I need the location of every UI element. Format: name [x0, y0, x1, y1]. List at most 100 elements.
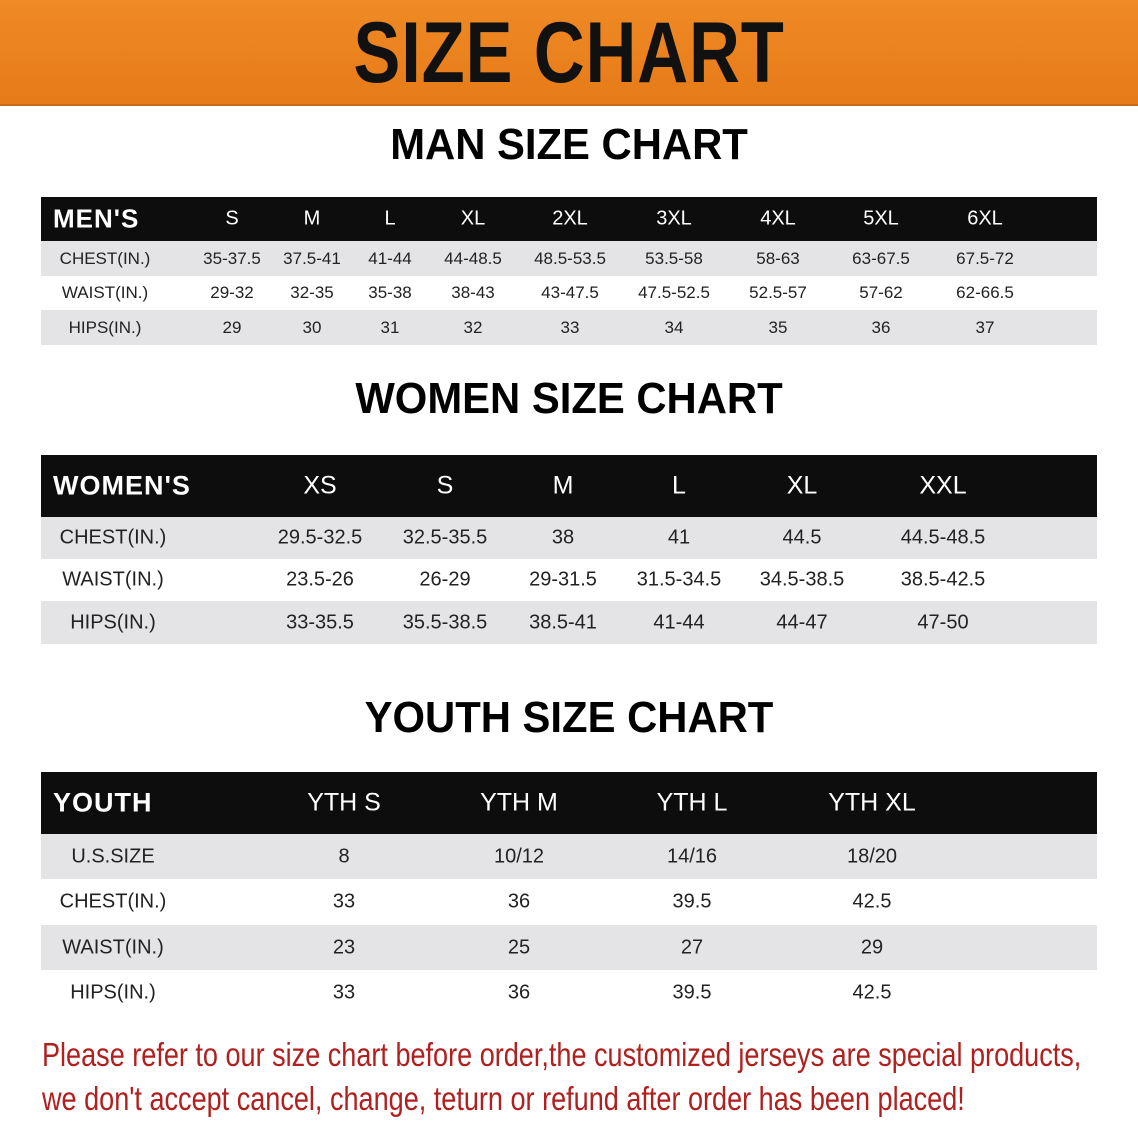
table-row: WAIST(IN.) 29-32 32-35 35-38 38-43 43-47.5 47.…	[41, 276, 1097, 310]
table-cell: 44.5	[782, 526, 822, 549]
table-cell: 44.5-48.5	[900, 526, 986, 549]
table-cell: 36	[507, 890, 531, 913]
table-cell: 39.5	[672, 890, 712, 913]
table-row: CHEST(IN.) 33 36 39.5 42.5	[41, 879, 1097, 925]
size-header: M	[303, 207, 321, 230]
table-cell: 37	[975, 317, 995, 337]
table-cell: 30	[302, 317, 322, 337]
table-cell: 35.5-38.5	[402, 611, 488, 633]
table-cell: 62-66.5	[956, 283, 1014, 302]
men-corner-label: MEN'S	[53, 203, 140, 234]
youth-size-table: YOUTH YTH S YTH M YTH L YTH XL U.S.SIZE 8 10/12…	[41, 772, 1097, 1016]
table-cell: 41-44	[653, 611, 705, 633]
table-cell: 41-44	[368, 248, 412, 268]
table-cell: 33	[332, 981, 356, 1003]
table-cell: 58-63	[756, 248, 800, 268]
youth-corner-label: YOUTH	[53, 787, 153, 818]
table-cell: 10/12	[493, 845, 545, 867]
table-cell: 48.5-53.5	[534, 248, 606, 268]
women-size-table: WOMEN'S XS S M L XL XXL CHEST(IN.) 29.5-32.5 32.5…	[41, 455, 1097, 644]
table-row: CHEST(IN.) 29.5-32.5 32.5-35.5 38 41 44.5 44.5…	[41, 517, 1097, 559]
table-cell: 18/20	[846, 845, 898, 867]
women-corner-label: WOMEN'S	[53, 470, 191, 501]
size-header: XL	[460, 207, 486, 230]
table-cell: 23	[332, 936, 356, 958]
size-header: S	[436, 471, 454, 500]
table-cell: 38	[551, 526, 575, 549]
table-row: HIPS(IN.) 33 36 39.5 42.5	[41, 970, 1097, 1015]
table-cell: 38-43	[451, 283, 495, 302]
table-cell: 38.5-41	[529, 611, 597, 633]
row-label: WAIST(IN.)	[62, 936, 164, 958]
table-row: CHEST(IN.) 35-37.5 37.5-41 41-44 44-48.5 48.5…	[41, 241, 1097, 276]
table-cell: 35-37.5	[203, 248, 261, 268]
women-section-title: WOMEN SIZE CHART	[355, 374, 783, 423]
table-cell: 29	[860, 936, 884, 958]
notice-line-2: we don't accept cancel, change, teturn o…	[42, 1080, 965, 1117]
table-cell: 31.5-34.5	[636, 568, 722, 591]
size-header: S	[225, 207, 239, 230]
size-header: 6XL	[967, 207, 1003, 230]
table-cell: 63-67.5	[852, 248, 910, 268]
table-cell: 14/16	[666, 845, 718, 867]
size-header: YTH S	[307, 788, 381, 817]
table-cell: 47.5-52.5	[638, 283, 710, 302]
table-cell: 38.5-42.5	[900, 568, 986, 591]
table-cell: 42.5	[852, 981, 892, 1003]
table-cell: 53.5-58	[645, 248, 703, 268]
table-cell: 41	[667, 526, 691, 549]
row-label: CHEST(IN.)	[59, 526, 167, 549]
size-header: YTH M	[480, 788, 558, 817]
table-cell: 57-62	[859, 283, 903, 302]
table-cell: 36	[507, 981, 531, 1003]
row-label: HIPS(IN.)	[70, 611, 156, 633]
men-header-row: MEN'S S M L XL 2XL 3XL 4XL 5XL 6XL	[41, 197, 1097, 241]
table-cell: 36	[871, 317, 891, 337]
table-row: HIPS(IN.) 33-35.5 35.5-38.5 38.5-41 41-44 44-…	[41, 601, 1097, 644]
table-cell: 44-47	[776, 611, 828, 633]
table-cell: 8	[338, 845, 350, 867]
row-label: WAIST(IN.)	[61, 283, 149, 302]
table-row: U.S.SIZE 8 10/12 14/16 18/20	[41, 834, 1097, 879]
youth-header-row: YOUTH YTH S YTH M YTH L YTH XL	[41, 772, 1097, 834]
table-cell: 26-29	[419, 568, 471, 591]
row-label: CHEST(IN.)	[59, 890, 167, 913]
men-size-table: MEN'S S M L XL 2XL 3XL 4XL 5XL 6XL CHEST(IN.) 35-37…	[41, 197, 1097, 345]
table-cell: 29	[222, 317, 242, 337]
women-header-row: WOMEN'S XS S M L XL XXL	[41, 455, 1097, 517]
size-header: YTH XL	[828, 788, 916, 817]
size-header: XL	[786, 471, 818, 500]
table-cell: 32-35	[290, 283, 334, 302]
size-header: 5XL	[863, 207, 899, 230]
size-header: L	[672, 471, 686, 500]
size-header: 3XL	[656, 207, 692, 230]
table-cell: 67.5-72	[956, 248, 1014, 268]
table-cell: 37.5-41	[283, 248, 341, 268]
row-label: U.S.SIZE	[71, 845, 155, 867]
men-section-title: MAN SIZE CHART	[390, 120, 748, 169]
size-header: 2XL	[552, 207, 588, 230]
table-cell: 32	[463, 317, 483, 337]
row-label: CHEST(IN.)	[59, 248, 151, 268]
size-header: YTH L	[656, 788, 728, 817]
table-cell: 31	[380, 317, 400, 337]
size-header: 4XL	[760, 207, 796, 230]
notice-line-1: Please refer to our size chart before or…	[42, 1036, 1082, 1073]
table-cell: 35	[768, 317, 788, 337]
table-cell: 34.5-38.5	[759, 568, 845, 591]
row-label: WAIST(IN.)	[62, 568, 164, 591]
table-cell: 34	[664, 317, 684, 337]
table-row: HIPS(IN.) 29 30 31 32 33 34 35 36 37	[41, 310, 1097, 345]
table-cell: 47-50	[917, 611, 969, 633]
size-header: L	[384, 207, 396, 230]
table-cell: 52.5-57	[749, 283, 807, 302]
table-cell: 33	[560, 317, 580, 337]
table-cell: 39.5	[672, 981, 712, 1003]
page-title: SIZE CHART	[353, 5, 785, 101]
table-cell: 43-47.5	[541, 283, 599, 302]
row-label: HIPS(IN.)	[70, 981, 156, 1003]
table-cell: 35-38	[368, 283, 412, 302]
table-cell: 29.5-32.5	[277, 526, 363, 549]
table-row: WAIST(IN.) 23 25 27 29	[41, 925, 1097, 970]
row-label: HIPS(IN.)	[68, 317, 142, 337]
